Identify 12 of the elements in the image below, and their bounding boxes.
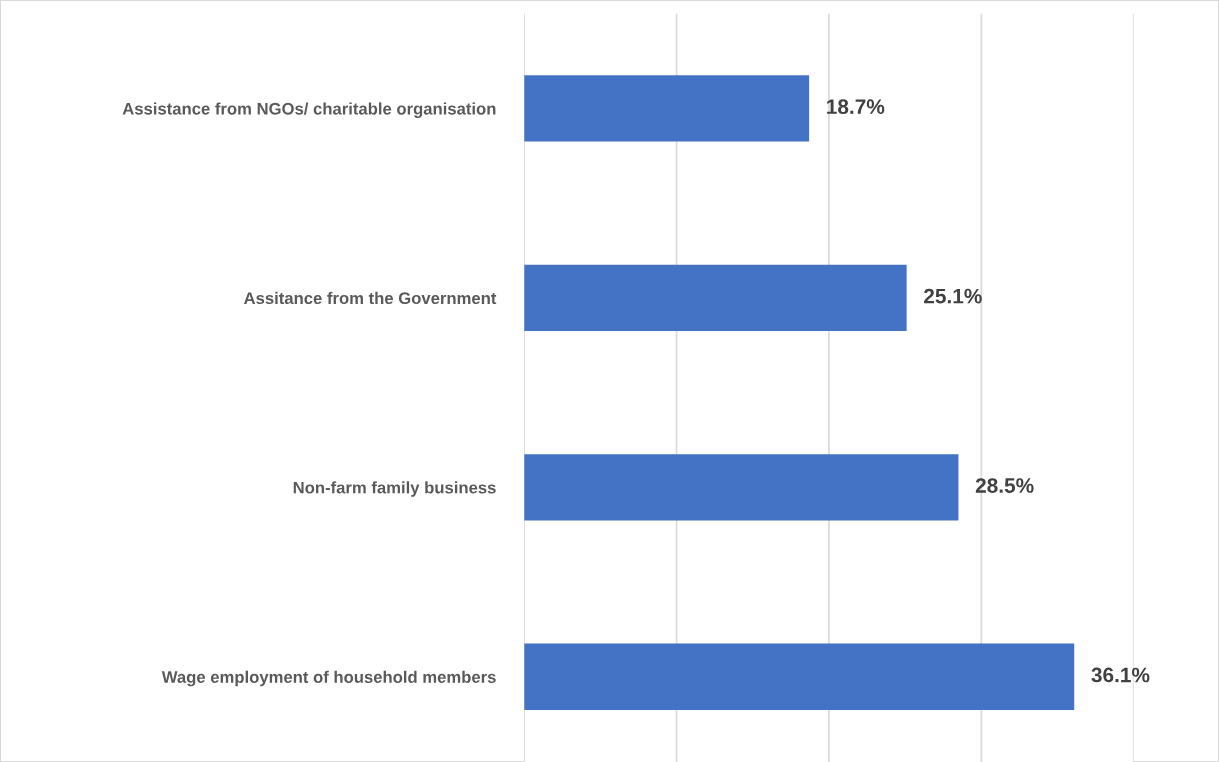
- data-label: 18.7%: [827, 99, 885, 115]
- data-label: 36.1%: [1091, 667, 1150, 683]
- data-label: 25.1%: [924, 288, 982, 304]
- y-tick-label: Assitance from the Government: [243, 291, 497, 305]
- y-tick-label: Non-farm family business: [293, 481, 496, 497]
- y-tick-label: Assistance from NGOs/ charitable organisation: [122, 102, 496, 119]
- y-tick-label: Wage employment of household members: [161, 670, 496, 687]
- bar: [524, 75, 810, 142]
- bar: [524, 643, 1075, 710]
- bar: [524, 264, 907, 332]
- bar: [524, 454, 959, 521]
- data-label: 28.5%: [975, 478, 1034, 493]
